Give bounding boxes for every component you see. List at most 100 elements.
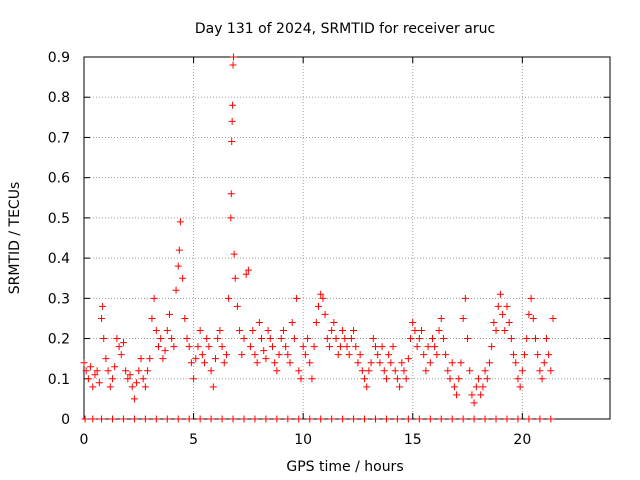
- data-point: [181, 314, 189, 322]
- data-point: [325, 343, 333, 351]
- data-point: [521, 351, 529, 359]
- data-point: [183, 335, 191, 343]
- data-point: [512, 359, 520, 367]
- data-point: [536, 367, 544, 375]
- data-point: [450, 383, 458, 391]
- data-point: [378, 343, 386, 351]
- data-point: [415, 415, 423, 423]
- y-tick-label: 0.4: [48, 251, 70, 267]
- data-point: [542, 335, 550, 343]
- x-tick-label: 0: [80, 432, 89, 448]
- x-tick-label: 20: [513, 432, 531, 448]
- data-point: [347, 335, 355, 343]
- data-point: [288, 318, 296, 326]
- data-point: [225, 294, 233, 302]
- data-point: [196, 327, 204, 335]
- data-point: [470, 415, 478, 423]
- data-point: [205, 343, 213, 351]
- data-point: [433, 351, 441, 359]
- data-point: [84, 375, 92, 383]
- data-point: [321, 310, 329, 318]
- data-point: [492, 415, 500, 423]
- data-point: [137, 355, 145, 363]
- y-axis-label: SRMTID / TECUs: [7, 182, 23, 295]
- data-point: [387, 359, 395, 367]
- data-point: [247, 343, 255, 351]
- data-point: [190, 375, 198, 383]
- data-point: [201, 359, 209, 367]
- data-point: [437, 314, 445, 322]
- data-point: [113, 335, 121, 343]
- data-point: [227, 214, 235, 222]
- data-point: [442, 351, 450, 359]
- data-point: [317, 415, 325, 423]
- data-point: [117, 351, 125, 359]
- data-point: [415, 335, 423, 343]
- data-point: [481, 415, 489, 423]
- data-point: [159, 355, 167, 363]
- data-point: [409, 318, 417, 326]
- data-point: [457, 359, 465, 367]
- x-tick-label: 5: [189, 432, 198, 448]
- data-point: [273, 367, 281, 375]
- data-point: [174, 415, 182, 423]
- data-point: [312, 318, 320, 326]
- data-point: [273, 415, 281, 423]
- data-point: [229, 101, 237, 109]
- data-point: [426, 359, 434, 367]
- data-point: [148, 314, 156, 322]
- data-point: [389, 343, 397, 351]
- data-point: [231, 274, 239, 282]
- data-point: [244, 266, 252, 274]
- data-point: [152, 327, 160, 335]
- data-point: [229, 53, 237, 61]
- data-point: [341, 335, 349, 343]
- data-point: [310, 343, 318, 351]
- data-point: [352, 343, 360, 351]
- data-point: [525, 310, 533, 318]
- data-point: [122, 367, 130, 375]
- data-point: [233, 302, 241, 310]
- data-point: [222, 351, 230, 359]
- data-point: [104, 367, 112, 375]
- data-point: [496, 290, 504, 298]
- data-point: [87, 363, 95, 371]
- data-point: [448, 415, 456, 423]
- data-point: [514, 415, 522, 423]
- data-point: [102, 355, 110, 363]
- data-point: [393, 375, 401, 383]
- data-point: [448, 359, 456, 367]
- data-point: [380, 367, 388, 375]
- data-point: [229, 415, 237, 423]
- data-point: [396, 383, 404, 391]
- data-point: [260, 347, 268, 355]
- data-point: [196, 415, 204, 423]
- data-point: [255, 318, 263, 326]
- data-point: [475, 375, 482, 383]
- data-point: [492, 327, 500, 335]
- data-point: [82, 367, 90, 375]
- data-point: [290, 335, 298, 343]
- data-point: [240, 335, 248, 343]
- data-point: [461, 294, 469, 302]
- axis-ticks: 0 0.1 0.2 0.3 0.4 0.5 0.6 0.7 0.8 0.9 0 5 10 15 20: [48, 50, 610, 448]
- data-point: [426, 415, 434, 423]
- data-point: [527, 294, 535, 302]
- data-point: [367, 359, 375, 367]
- data-point: [428, 335, 436, 343]
- data-point: [317, 290, 325, 298]
- data-point: [207, 415, 215, 423]
- data-point: [119, 339, 127, 347]
- data-point: [238, 351, 246, 359]
- data-point: [179, 274, 187, 282]
- data-point: [266, 335, 274, 343]
- data-point: [99, 302, 107, 310]
- data-point: [439, 335, 447, 343]
- data-point: [490, 318, 498, 326]
- data-point: [91, 371, 99, 379]
- data-point: [228, 137, 236, 145]
- data-point: [150, 294, 158, 302]
- data-point: [293, 294, 301, 302]
- data-point: [382, 415, 390, 423]
- data-point: [315, 302, 323, 310]
